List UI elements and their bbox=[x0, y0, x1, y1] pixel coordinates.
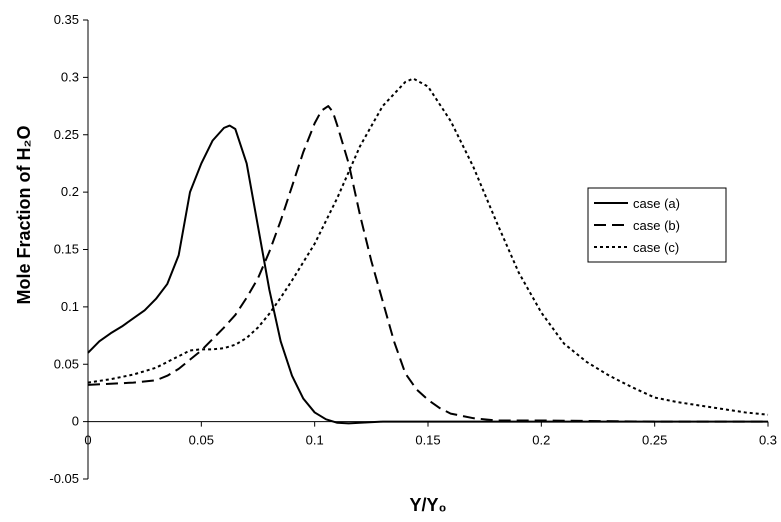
y-tick-label: -0.05 bbox=[49, 471, 79, 486]
y-axis-title: Mole Fraction of H₂O bbox=[14, 126, 34, 305]
x-tick-label: 0.2 bbox=[532, 433, 550, 448]
y-tick-label: 0.1 bbox=[61, 299, 79, 314]
legend-label: case (a) bbox=[633, 196, 680, 211]
y-tick-label: 0.15 bbox=[54, 242, 79, 257]
y-tick-label: 0.3 bbox=[61, 69, 79, 84]
y-tick-label: 0.2 bbox=[61, 184, 79, 199]
legend-label: case (c) bbox=[633, 240, 679, 255]
x-axis-title: Y/Y₀ bbox=[409, 495, 446, 515]
x-tick-label: 0.05 bbox=[189, 433, 214, 448]
y-tick-label: 0.35 bbox=[54, 12, 79, 27]
x-tick-label: 0 bbox=[84, 433, 91, 448]
x-tick-label: 0.15 bbox=[415, 433, 440, 448]
legend: case (a) case (b) case (c) bbox=[587, 187, 727, 263]
y-tick-label: 0.05 bbox=[54, 356, 79, 371]
x-tick-label: 0.25 bbox=[642, 433, 667, 448]
y-tick-label: 0.25 bbox=[54, 127, 79, 142]
legend-box bbox=[587, 187, 727, 263]
y-tick-label: 0 bbox=[72, 414, 79, 429]
x-tick-label: 0.3 bbox=[759, 433, 777, 448]
series-line-a bbox=[87, 124, 768, 425]
x-tick-label: 0.1 bbox=[306, 433, 324, 448]
series-layer bbox=[87, 77, 769, 425]
plot-area: -0.05 0 0.05 0.1 0.15 0.2 0.25 0.3 0.35 0 0.05 0.1 0… bbox=[49, 12, 777, 486]
series-line-b bbox=[87, 105, 768, 423]
legend-label: case (b) bbox=[633, 218, 680, 233]
